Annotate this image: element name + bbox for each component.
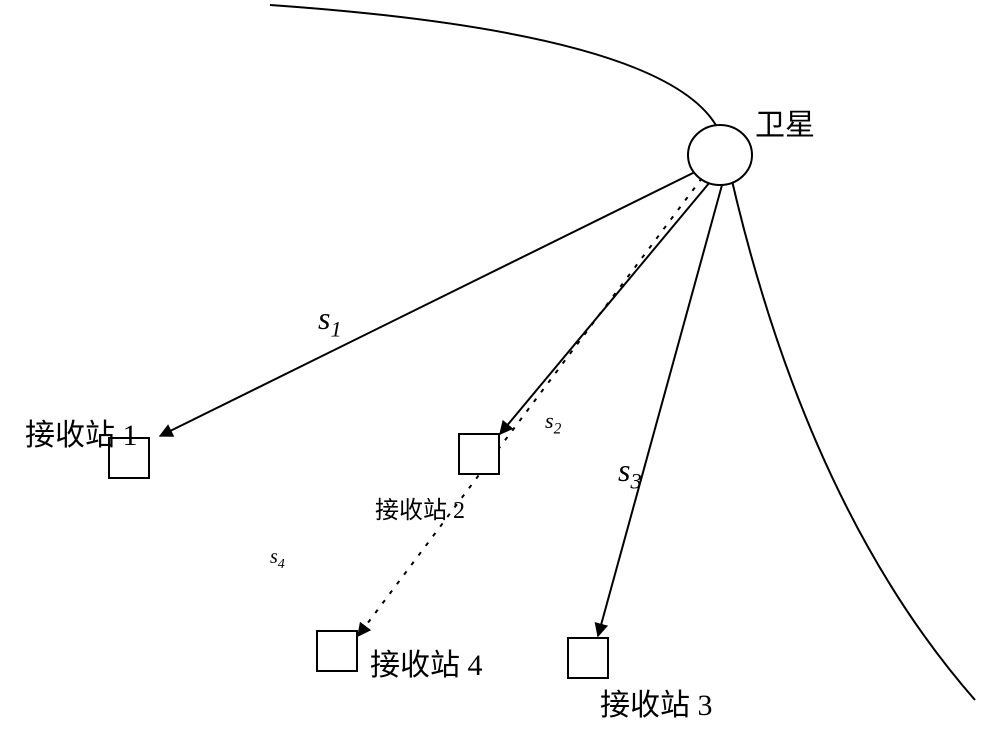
satellite-label: 卫星 (755, 100, 815, 144)
satellite-node (688, 125, 752, 185)
station-box-3 (568, 638, 608, 678)
edge-s2 (500, 182, 710, 434)
station-label-1: 接收站 1 (25, 410, 138, 454)
edge-label-s1: s1 (318, 300, 342, 342)
station-label-3: 接收站 3 (600, 680, 713, 724)
station-box-2 (459, 434, 499, 474)
station-label-2: 接收站 2 (375, 490, 465, 525)
edge-s4 (358, 178, 702, 636)
diagram-canvas (0, 0, 1000, 738)
orbit-arc (270, 5, 975, 700)
station-label-4: 接收站 4 (370, 640, 483, 684)
edge-s3 (598, 185, 722, 636)
station-box-4 (317, 631, 357, 671)
edge-label-s3: s3 (618, 452, 642, 494)
edge-label-s4: s4 (270, 546, 285, 573)
edge-label-s2: s2 (545, 408, 561, 438)
edge-s1 (160, 171, 697, 436)
